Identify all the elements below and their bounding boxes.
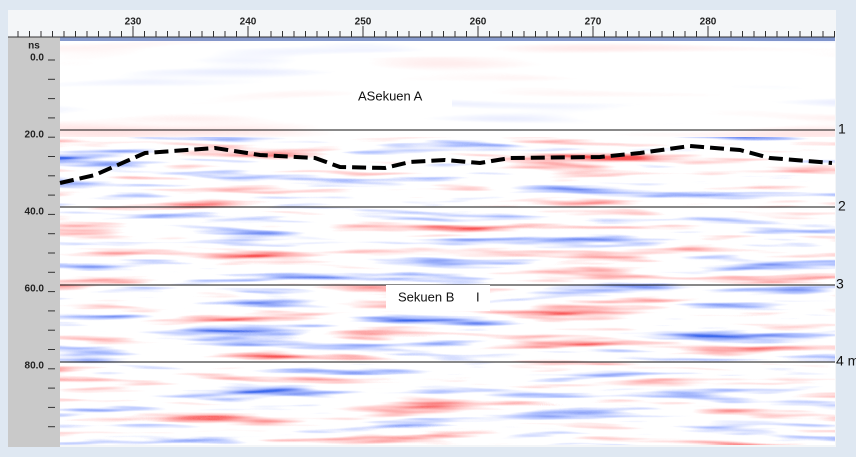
annotation: Sekuen B [398,289,454,304]
horizon-label: 2 [838,198,846,214]
surface-band [60,37,835,41]
x-tick-label: 280 [700,17,717,28]
y-tick-label: 60.0 [25,284,45,295]
y-ticks: 0.0 20.0 40.0 60.0 80.0 [25,53,55,428]
x-tick-label: 270 [585,17,602,28]
y-unit: ns [28,41,40,52]
horizon-label: 3 [836,276,844,292]
x-tick-label: 260 [470,17,487,28]
annotation: ASekuen A [358,88,423,103]
horizon-label: 4 m [836,353,856,369]
horizon-label: 1 [838,121,846,137]
sequence-boundary [59,143,833,185]
x-tick-label: 250 [355,17,372,28]
x-tick-label: 230 [125,17,142,28]
y-tick-label: 0.0 [30,53,44,64]
y-tick-label: 80.0 [25,361,45,372]
annotation-box [352,84,452,110]
x-ticks: 230 240 250 260 270 280 [17,17,835,37]
x-tick-label: 240 [240,17,257,28]
y-tick-label: 20.0 [25,130,45,141]
annotation-box [386,285,490,311]
y-axis-panel [8,37,60,447]
y-tick-label: 40.0 [25,207,45,218]
annotation-mark: I [476,289,480,304]
